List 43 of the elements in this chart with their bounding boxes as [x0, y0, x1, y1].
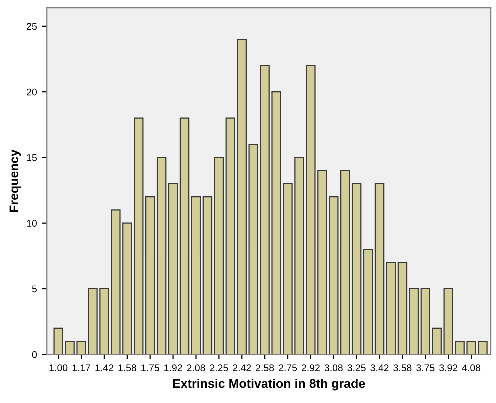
bar — [398, 262, 408, 355]
x-tick-label: 1.17 — [72, 364, 91, 372]
bar — [340, 170, 350, 355]
bar — [168, 183, 178, 355]
x-tick-label: 3.25 — [348, 364, 366, 372]
x-tick-label: 1.00 — [50, 364, 68, 372]
y-axis-title: Frequency — [10, 150, 22, 212]
bar — [191, 196, 202, 355]
x-tick-label: 1.92 — [164, 364, 182, 372]
x-tick-label: 2.58 — [256, 364, 274, 372]
bar — [352, 183, 362, 355]
bar — [214, 157, 224, 355]
bar — [202, 196, 213, 355]
x-tick-label: 1.42 — [96, 364, 114, 372]
bar — [180, 118, 190, 355]
x-tick-label: 2.25 — [210, 364, 228, 372]
bar — [420, 288, 431, 355]
x-tick-label: 3.08 — [324, 364, 343, 372]
bar — [386, 262, 396, 355]
y-tick-label: 5 — [32, 286, 37, 293]
x-tick-label: 2.92 — [302, 364, 320, 372]
bar — [374, 183, 385, 355]
x-tick-label: 3.58 — [394, 364, 412, 372]
x-tick-label: 3.75 — [416, 364, 435, 372]
x-tick-label: 3.42 — [370, 364, 389, 372]
x-tick-label: 2.42 — [233, 364, 252, 372]
x-axis-title: Extrinsic Motivation in 8th grade — [173, 378, 366, 391]
bar — [156, 157, 167, 355]
x-tick-label: 2.08 — [187, 364, 206, 372]
bar — [226, 118, 236, 355]
x-tick-label: 2.75 — [279, 364, 298, 372]
y-tick-label: 25 — [27, 23, 37, 30]
bar — [409, 288, 420, 355]
y-tick-label: 10 — [27, 220, 38, 227]
y-tick-label: 20 — [27, 88, 38, 96]
x-tick-label: 3.92 — [440, 364, 458, 372]
bar — [363, 249, 374, 355]
y-tick-label: 15 — [27, 154, 37, 162]
x-tick-label: 1.75 — [142, 364, 160, 372]
x-tick-label: 4.08 — [462, 364, 481, 372]
bar — [146, 196, 156, 355]
y-tick-label: 0 — [32, 351, 38, 358]
x-tick-label: 1.58 — [118, 364, 136, 372]
